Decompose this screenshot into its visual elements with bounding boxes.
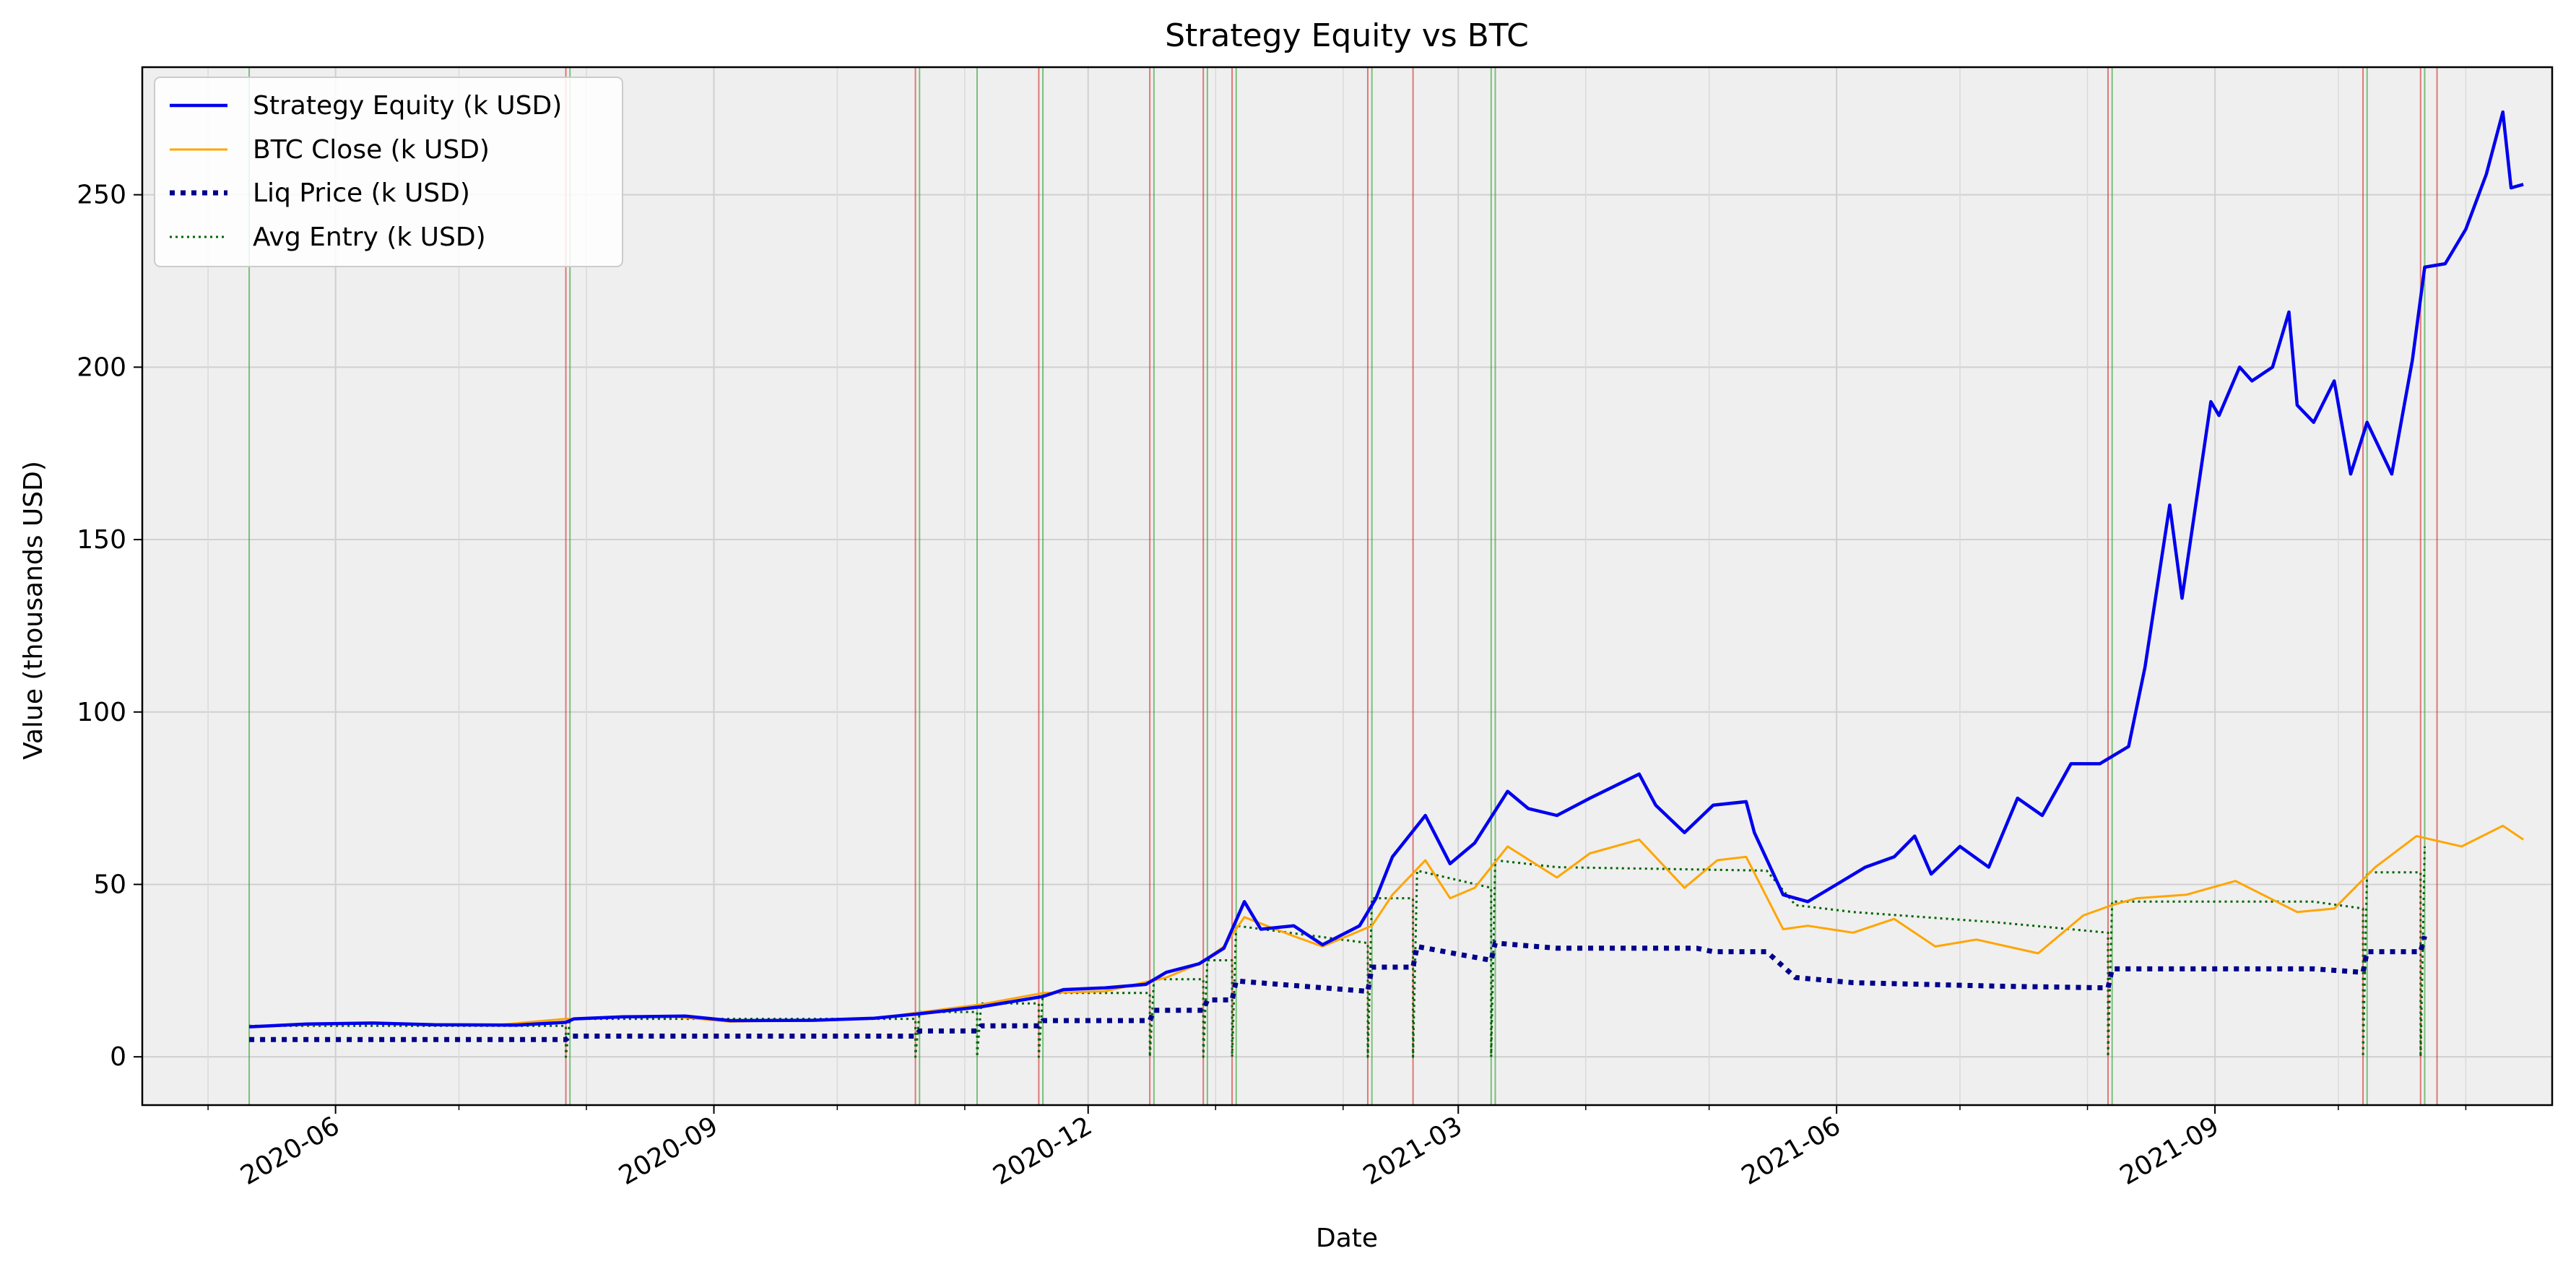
legend-label-entry: Avg Entry (k USD)	[253, 222, 486, 252]
x-tick-label: 2020-09	[614, 1111, 723, 1191]
series-line-avg-entry	[249, 846, 2426, 1058]
legend-label-equity: Strategy Equity (k USD)	[253, 91, 562, 121]
legend-label-btc: BTC Close (k USD)	[253, 135, 490, 165]
y-tick-label: 150	[77, 525, 126, 555]
legend-box	[154, 77, 623, 267]
x-tick-label: 2020-12	[988, 1111, 1097, 1191]
y-tick-label: 250	[77, 181, 126, 210]
y-axis-label: Value (thousands USD)	[19, 461, 48, 760]
legend-label-liq: Liq Price (k USD)	[253, 178, 470, 208]
series-line-strategy-equity	[248, 110, 2524, 1029]
y-tick-label: 100	[77, 698, 126, 727]
chart-title: Strategy Equity vs BTC	[1165, 17, 1529, 54]
y-tick-label: 200	[77, 352, 126, 382]
plot-frame	[141, 66, 2554, 1107]
y-tick-label: 50	[93, 870, 126, 899]
x-tick-label: 2021-06	[1737, 1111, 1846, 1191]
legend: Strategy Equity (k USD) BTC Close (k USD…	[154, 77, 623, 267]
x-tick-label: 2021-09	[2115, 1111, 2224, 1191]
series-line-btc-close	[249, 824, 2524, 1028]
x-tick-label: 2021-03	[1358, 1111, 1467, 1191]
x-tick-label: 2020-06	[235, 1111, 344, 1191]
y-tick-label: 0	[110, 1042, 126, 1072]
x-axis-label: Date	[1316, 1224, 1378, 1253]
